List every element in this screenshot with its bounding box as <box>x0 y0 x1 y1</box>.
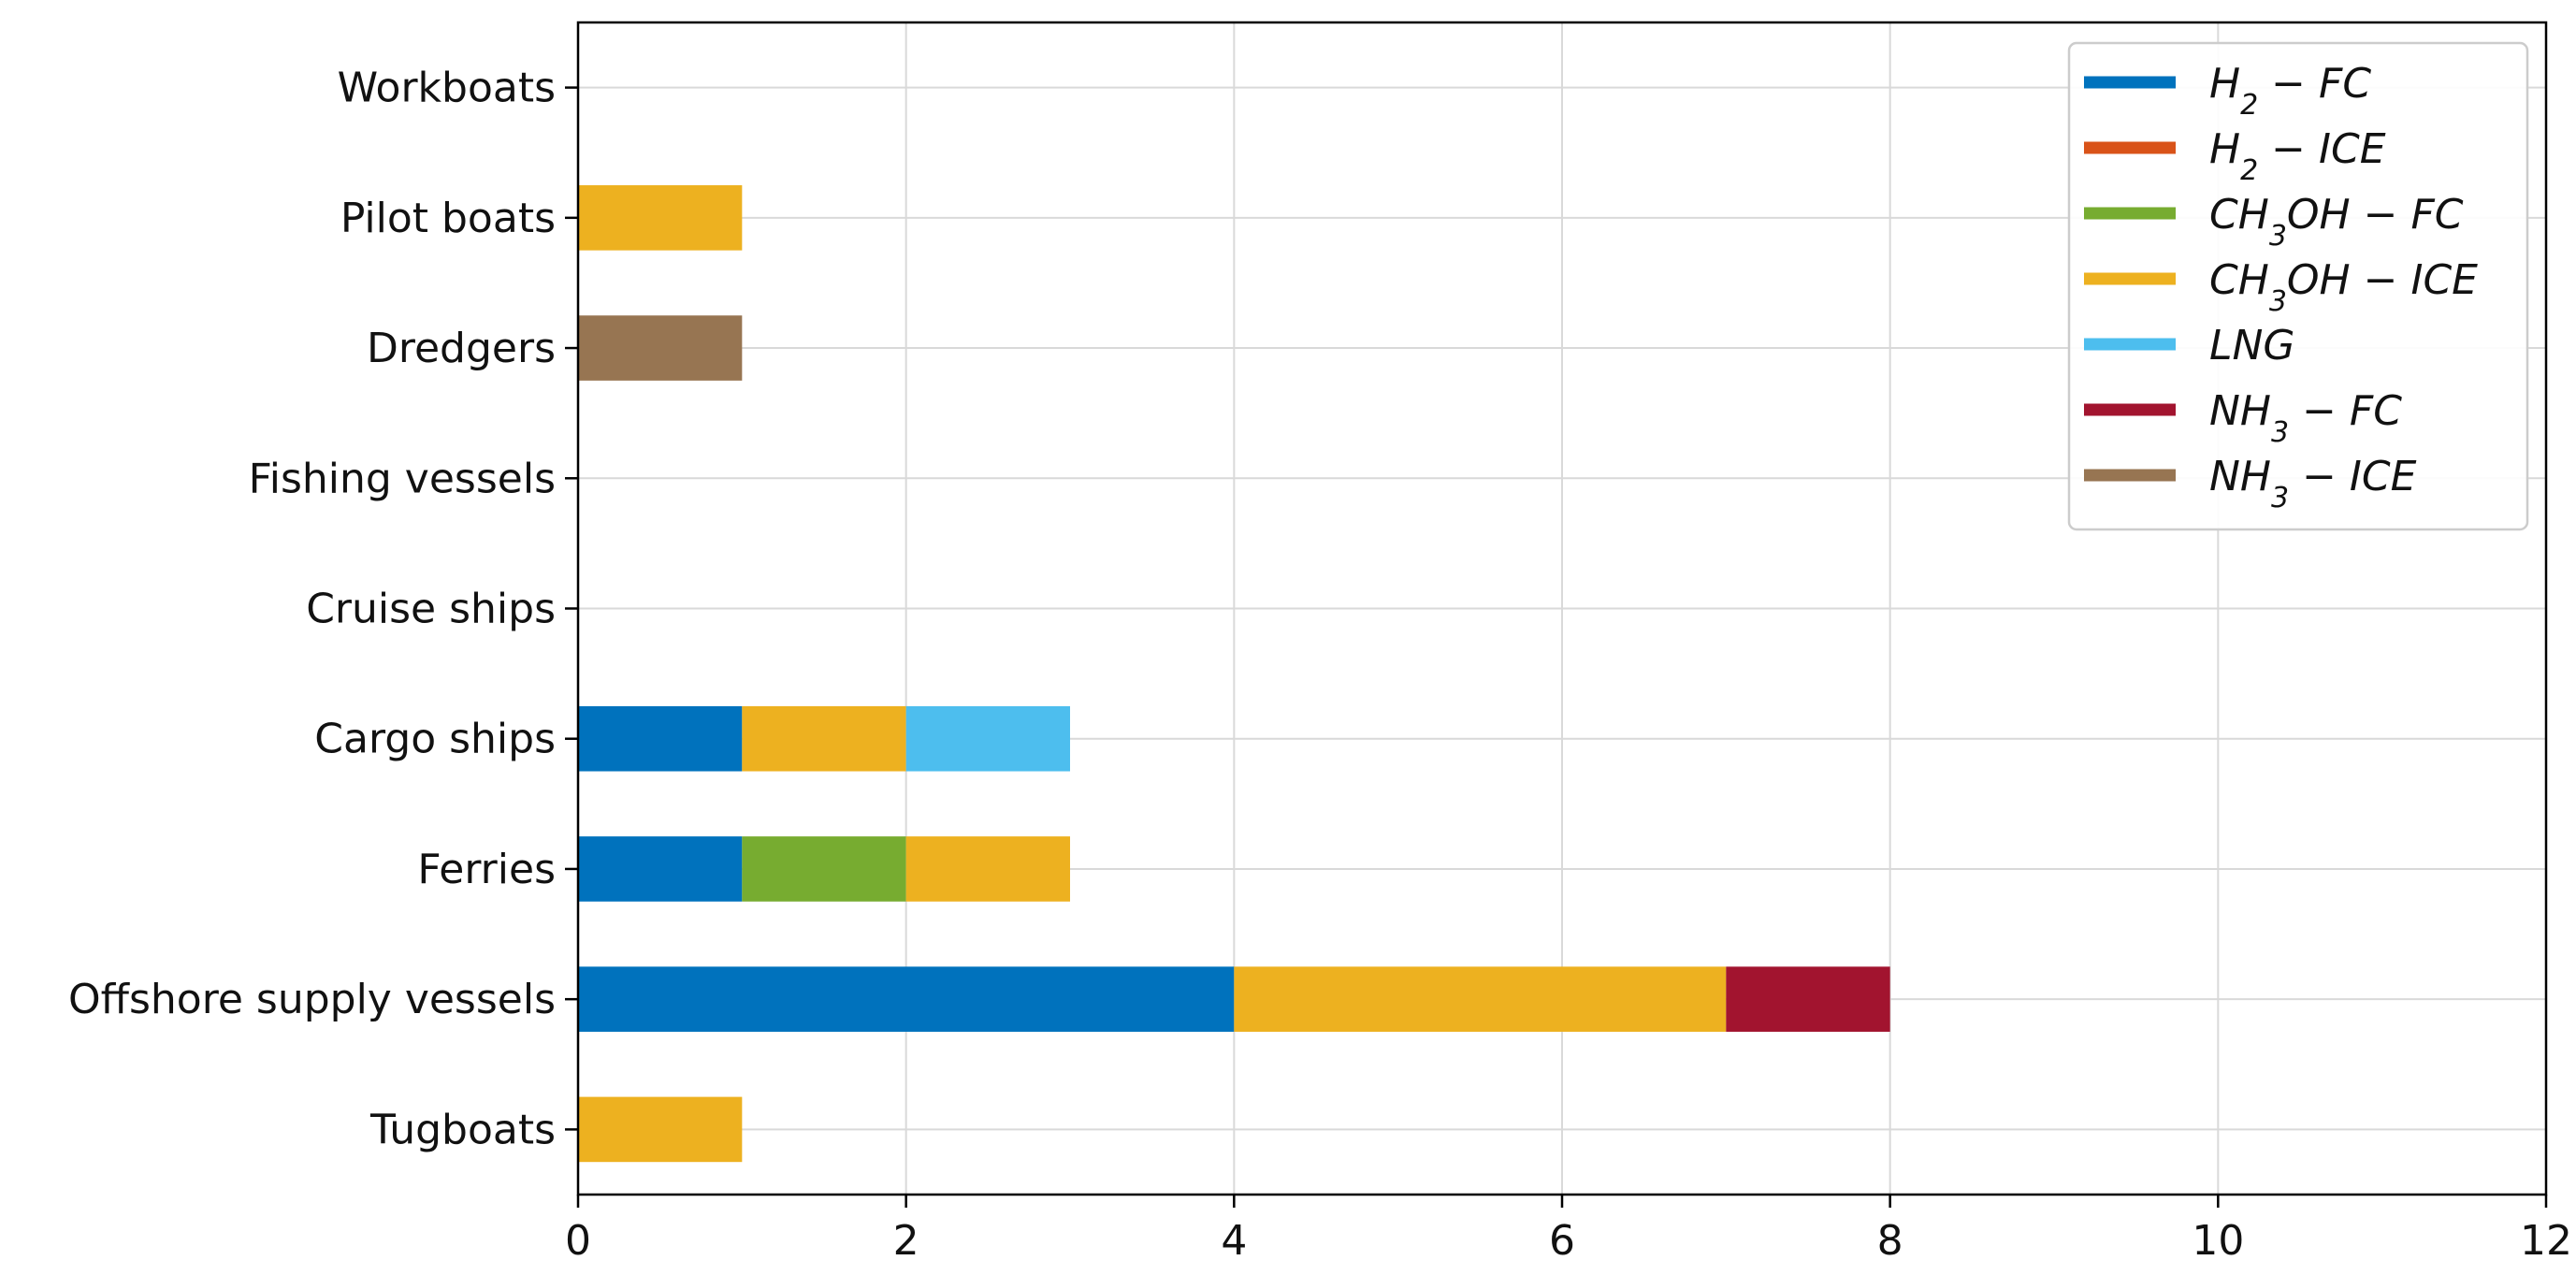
bar-segment <box>1234 966 1727 1032</box>
x-tick-label: 10 <box>2192 1217 2244 1265</box>
legend-label: CH3OH − FC <box>2209 191 2464 253</box>
legend-label: LNG <box>2209 322 2295 369</box>
x-tick-label: 6 <box>1549 1217 1575 1265</box>
legend-label: CH3OH − ICE <box>2209 256 2478 318</box>
bar-segment <box>578 836 743 902</box>
y-tick-label: Pilot boats <box>340 195 556 242</box>
bar-segment <box>742 705 906 772</box>
x-tick-label: 4 <box>1221 1217 1247 1265</box>
bar-segment <box>578 315 743 381</box>
bars <box>578 185 1890 1163</box>
bar-segment <box>578 705 743 772</box>
y-tick-label: Offshore supply vessels <box>68 976 556 1023</box>
bar-segment <box>905 705 1070 772</box>
legend-box <box>2067 41 2529 531</box>
y-tick-label: Fishing vessels <box>249 455 556 502</box>
x-tick-label: 12 <box>2520 1217 2572 1265</box>
y-tick-label: Cruise ships <box>306 586 556 633</box>
legend-label: NH3 − ICE <box>2209 453 2417 514</box>
x-tick-label: 0 <box>565 1217 591 1265</box>
bar-segment <box>578 966 1235 1032</box>
x-tick-label: 2 <box>893 1217 919 1265</box>
legend-label: H2 − ICE <box>2209 125 2386 187</box>
legend-label: NH3 − FC <box>2209 387 2402 449</box>
y-tick-label: Dredgers <box>367 325 556 372</box>
axes <box>565 21 2548 1208</box>
legend-label: H2 − FC <box>2209 60 2371 122</box>
y-tick-label: Tugboats <box>369 1106 556 1153</box>
y-tick-label: Cargo ships <box>314 716 556 763</box>
bar-segment <box>905 836 1070 902</box>
x-tick-label: 8 <box>1877 1217 1903 1265</box>
bar-segment <box>1726 966 1890 1032</box>
y-tick-labels: Tugboats Offshore supply vessels Ferries Ca… <box>68 65 556 1154</box>
bar-segment <box>578 185 743 251</box>
bar-segment <box>578 1096 743 1163</box>
y-tick-label: Ferries <box>417 846 556 893</box>
y-tick-label: Workboats <box>338 65 556 112</box>
bar-segment <box>742 836 906 902</box>
x-tick-labels: 0 2 4 6 8 10 12 <box>565 1217 2572 1265</box>
